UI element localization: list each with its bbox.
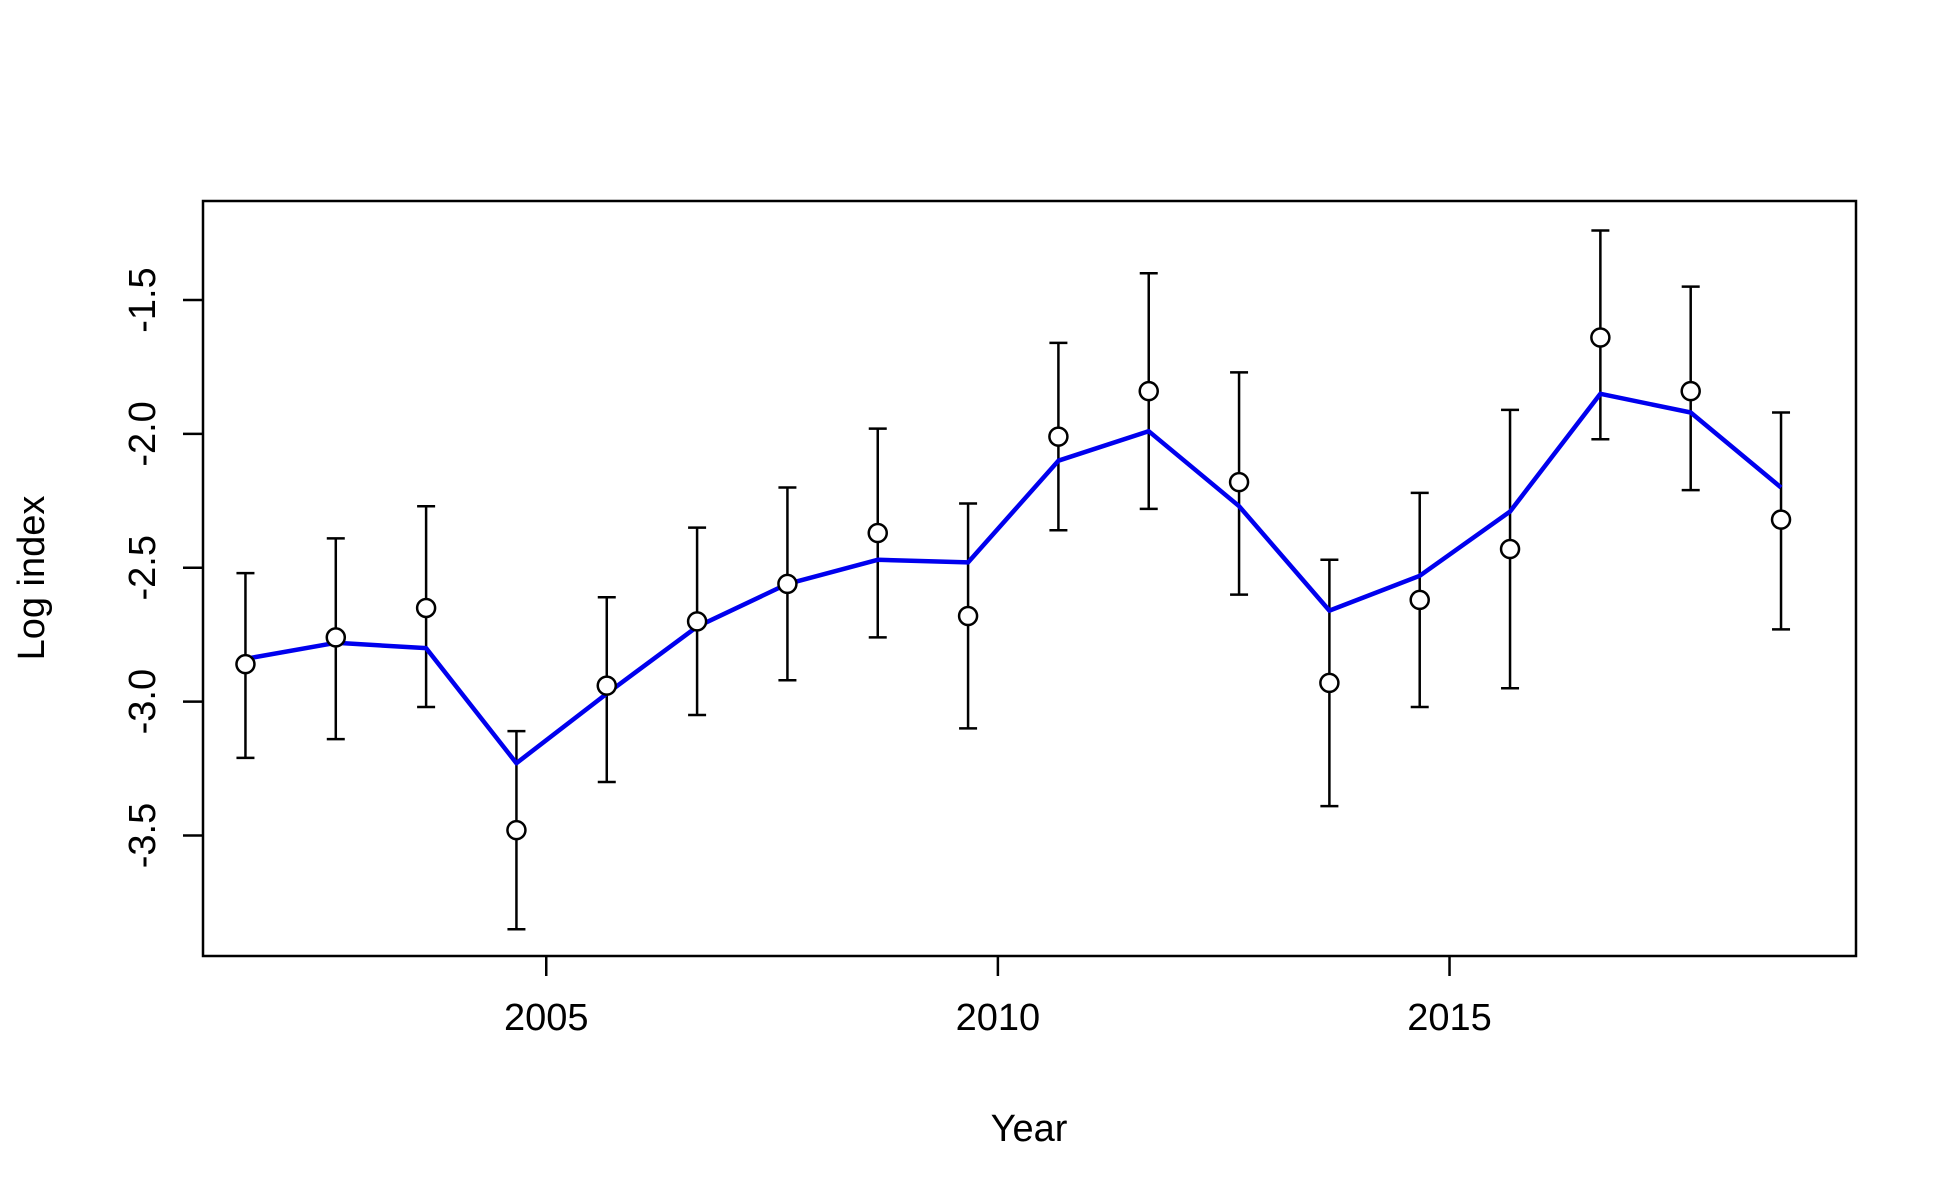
observed-point-2 [415, 597, 437, 619]
observed-point-17 [1770, 509, 1792, 530]
observed-point-0 [235, 653, 256, 675]
y-tick-label-0: -3.5 [122, 803, 164, 868]
observed-point-4 [596, 675, 618, 696]
observed-points [235, 327, 1792, 841]
y-tick-label-4: -1.5 [122, 267, 164, 332]
y-tick-label-1: -3.0 [122, 669, 164, 734]
observed-point-13 [1409, 589, 1430, 611]
observed-point-15 [1590, 327, 1611, 348]
y-tick-label-2: -2.5 [122, 535, 164, 600]
x-axis-label: Year [991, 1108, 1068, 1150]
plot-frame [201, 199, 1858, 958]
x-axis: 2005 2010 2015 [504, 956, 1492, 1039]
fitted-line [245, 391, 1783, 766]
observed-point-9 [1048, 426, 1069, 447]
observed-point-14 [1499, 538, 1521, 560]
observed-point-8 [957, 605, 979, 627]
x-tick-label-2: 2015 [1407, 997, 1492, 1039]
x-tick-label-1: 2010 [956, 997, 1041, 1039]
error-bars [236, 229, 1791, 931]
observed-point-7 [867, 522, 888, 544]
observed-point-1 [325, 627, 347, 648]
observed-point-16 [1680, 380, 1701, 402]
observed-point-11 [1228, 471, 1250, 493]
x-tick-label-0: 2005 [504, 997, 589, 1039]
observed-point-5 [686, 611, 708, 632]
y-axis: -3.5 -3.0 -2.5 -2.0 -1.5 [122, 267, 203, 868]
observed-point-10 [1138, 380, 1159, 402]
y-axis-label: Log index [11, 496, 53, 661]
y-tick-label-3: -2.0 [122, 401, 164, 466]
observed-point-12 [1319, 672, 1340, 694]
observed-point-6 [777, 573, 798, 595]
fitted-line-layer [245, 391, 1783, 766]
observed-point-3 [506, 819, 527, 841]
